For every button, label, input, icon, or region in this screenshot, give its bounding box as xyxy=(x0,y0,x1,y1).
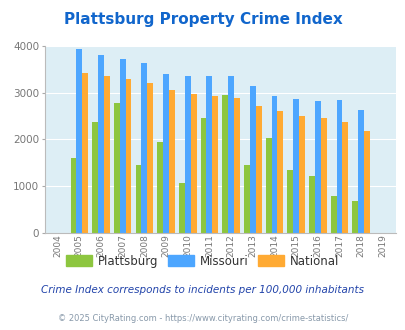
Bar xyxy=(314,101,320,233)
Bar xyxy=(255,106,261,233)
Bar xyxy=(163,74,168,233)
Bar xyxy=(277,112,283,233)
Bar xyxy=(352,201,357,233)
Bar xyxy=(82,73,88,233)
Bar xyxy=(141,63,147,233)
Bar xyxy=(341,122,347,233)
Bar xyxy=(271,96,277,233)
Bar xyxy=(168,90,175,233)
Bar xyxy=(212,96,217,233)
Bar xyxy=(298,115,304,233)
Bar xyxy=(243,165,249,233)
Bar xyxy=(135,165,141,233)
Bar xyxy=(147,83,153,233)
Bar xyxy=(265,139,271,233)
Bar xyxy=(104,77,109,233)
Text: Plattsburg Property Crime Index: Plattsburg Property Crime Index xyxy=(64,12,341,26)
Bar xyxy=(330,196,336,233)
Bar xyxy=(320,118,326,233)
Bar xyxy=(357,110,363,233)
Legend: Plattsburg, Missouri, National: Plattsburg, Missouri, National xyxy=(62,250,343,273)
Text: © 2025 CityRating.com - https://www.cityrating.com/crime-statistics/: © 2025 CityRating.com - https://www.city… xyxy=(58,314,347,323)
Bar xyxy=(70,158,76,233)
Bar xyxy=(363,131,369,233)
Bar xyxy=(98,54,104,233)
Bar xyxy=(200,118,206,233)
Bar xyxy=(206,76,212,233)
Bar xyxy=(233,98,239,233)
Bar xyxy=(190,94,196,233)
Bar xyxy=(287,170,292,233)
Bar xyxy=(228,77,233,233)
Bar xyxy=(76,49,82,233)
Bar xyxy=(336,100,341,233)
Bar xyxy=(308,176,314,233)
Bar xyxy=(179,183,184,233)
Bar xyxy=(119,59,125,233)
Bar xyxy=(222,95,228,233)
Bar xyxy=(184,76,190,233)
Bar xyxy=(292,99,298,233)
Bar xyxy=(92,122,98,233)
Bar xyxy=(249,86,255,233)
Bar xyxy=(157,142,163,233)
Bar xyxy=(125,79,131,233)
Text: Crime Index corresponds to incidents per 100,000 inhabitants: Crime Index corresponds to incidents per… xyxy=(41,285,364,295)
Bar xyxy=(114,103,119,233)
